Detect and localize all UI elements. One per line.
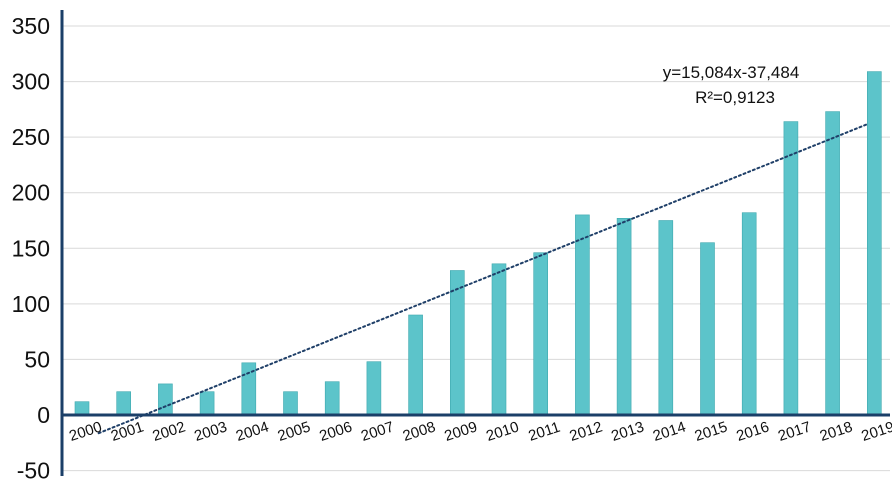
bar-2017	[783, 121, 799, 416]
bar-2009	[449, 270, 465, 416]
trendline	[97, 122, 870, 435]
bar-2007	[366, 361, 382, 416]
x-tick-label-2012: 2012	[568, 418, 605, 444]
x-tick-label-2001: 2001	[109, 418, 146, 444]
trendline-equation: y=15,084x-37,484	[663, 63, 800, 82]
bar-2001	[116, 391, 131, 416]
x-tick-label-2003: 2003	[192, 418, 229, 444]
y-tick-label-250: 250	[12, 124, 50, 150]
bar-2015	[700, 242, 715, 416]
x-tick-label-2006: 2006	[317, 418, 354, 444]
y-tick-label-300: 300	[12, 69, 50, 95]
bar-2019	[866, 71, 882, 416]
bar-2010	[491, 263, 507, 416]
x-tick-label-2008: 2008	[401, 418, 438, 444]
bar-2003	[199, 391, 215, 416]
bar-2006	[324, 381, 340, 416]
x-tick-label-2002: 2002	[151, 418, 188, 444]
x-tick-label-2017: 2017	[776, 418, 813, 444]
trendline-layer	[97, 122, 870, 435]
x-tick-label-2019: 2019	[859, 418, 892, 444]
bar-2018	[825, 111, 840, 416]
y-tick-label-350: 350	[12, 13, 50, 39]
trendline-r-squared: R²=0,9123	[695, 88, 775, 107]
y-tick-label-100: 100	[12, 291, 50, 317]
y-tick-label-50: 50	[24, 346, 50, 372]
bar-2000	[74, 401, 90, 416]
bar-2002	[158, 383, 173, 416]
bar-2011	[533, 252, 549, 416]
x-tick-label-2007: 2007	[359, 418, 396, 444]
bar-2008	[408, 314, 423, 416]
x-tick-label-2004: 2004	[234, 418, 271, 444]
y-tick-label-200: 200	[12, 180, 50, 206]
y-tick-label-0: 0	[37, 402, 50, 428]
x-tick-label-2010: 2010	[484, 418, 521, 444]
x-tick-label-2000: 2000	[67, 418, 104, 444]
grid-layer	[62, 25, 890, 472]
y-tick-labels: 350 300 250 200 150 100 50 0 -50	[12, 13, 50, 479]
bar-2005	[283, 391, 298, 416]
x-tick-label-2011: 2011	[526, 419, 562, 445]
x-tick-label-2005: 2005	[276, 418, 313, 444]
axes-layer	[60, 10, 890, 476]
y-tick-label-150: 150	[12, 235, 50, 261]
bar-2016	[741, 212, 757, 416]
bar-2012	[575, 214, 590, 416]
x-tick-label-2015: 2015	[693, 418, 730, 444]
bar-2013	[616, 218, 632, 416]
y-tick-label--50: -50	[17, 458, 50, 479]
bars-layer	[74, 71, 882, 416]
bar-2014	[658, 220, 674, 416]
x-tick-label-2018: 2018	[818, 418, 855, 444]
x-tick-label-2009: 2009	[442, 418, 479, 444]
x-tick-labels: 2000 2001 2002 2003 2004 2005 2006 2007 2008 2009…	[67, 418, 892, 444]
x-tick-label-2013: 2013	[609, 418, 646, 444]
x-tick-label-2014: 2014	[651, 418, 688, 444]
x-tick-label-2016: 2016	[734, 418, 771, 444]
